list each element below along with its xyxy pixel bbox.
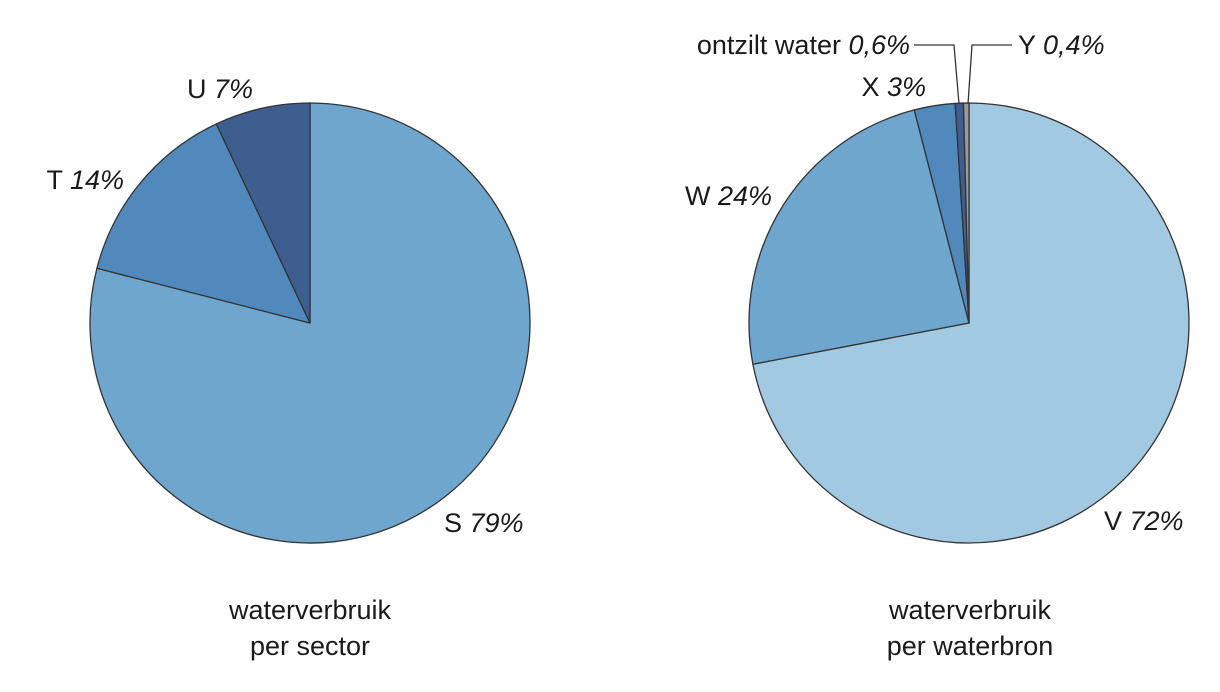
sector-label-0: S 79% [444,508,524,538]
bron-slice-0 [752,102,1190,544]
sector-label-1-name: T [46,165,70,195]
sector-label-1: T 14% [46,165,124,195]
bron-label-0-name: V [1104,506,1130,536]
sector-label-2-percent: 7% [214,74,253,104]
bron-label-0: V 72% [1104,506,1184,536]
sector-label-0-name: S [444,508,470,538]
sector-label-2: U 7% [187,74,253,104]
sector-slice-2 [215,102,311,324]
caption-sector: waterverbruik per sector [130,592,490,664]
bron-slice-4 [962,102,970,324]
caption-sector-line2: per sector [249,631,371,661]
pie-chart-waterbron: V 72% W 24% X 3% ontzilt water 0,6% Y 0,4% [685,30,1190,544]
caption-waterbron-line1: waterverbruik [888,595,1052,625]
sector-label-1-percent: 14% [70,165,124,195]
caption-waterbron: waterverbruik per waterbron [790,592,1150,664]
sector-label-2-name: U [187,74,214,104]
bron-label-0-percent: 72% [1130,506,1184,536]
bron-label-4: Y 0,4% [1018,30,1105,60]
bron-label-3-name: ontzilt water [697,30,849,60]
bron-label-4-name: Y [1018,30,1043,60]
bron-label-2-percent: 3% [887,72,926,102]
bron-label-3: ontzilt water 0,6% [697,30,910,60]
bron-label-2: X 3% [861,72,926,102]
bron-label-2-name: X [861,72,887,102]
bron-leader-line-4 [967,44,1012,105]
bron-label-1-name: W [685,181,718,211]
sector-label-0-percent: 79% [470,508,524,538]
bron-label-1: W 24% [685,181,772,211]
bron-slice-1 [748,109,970,365]
pie-chart-sector: S 79% T 14% U 7% [46,74,531,544]
caption-sector-line1: waterverbruik [228,595,392,625]
bron-label-4-percent: 0,4% [1043,30,1105,60]
bron-label-3-percent: 0,6% [848,30,910,60]
caption-waterbron-line2: per waterbron [886,631,1054,661]
bron-label-1-percent: 24% [717,181,772,211]
sector-slice-1 [96,123,311,324]
bron-leader-line-3 [914,44,960,105]
